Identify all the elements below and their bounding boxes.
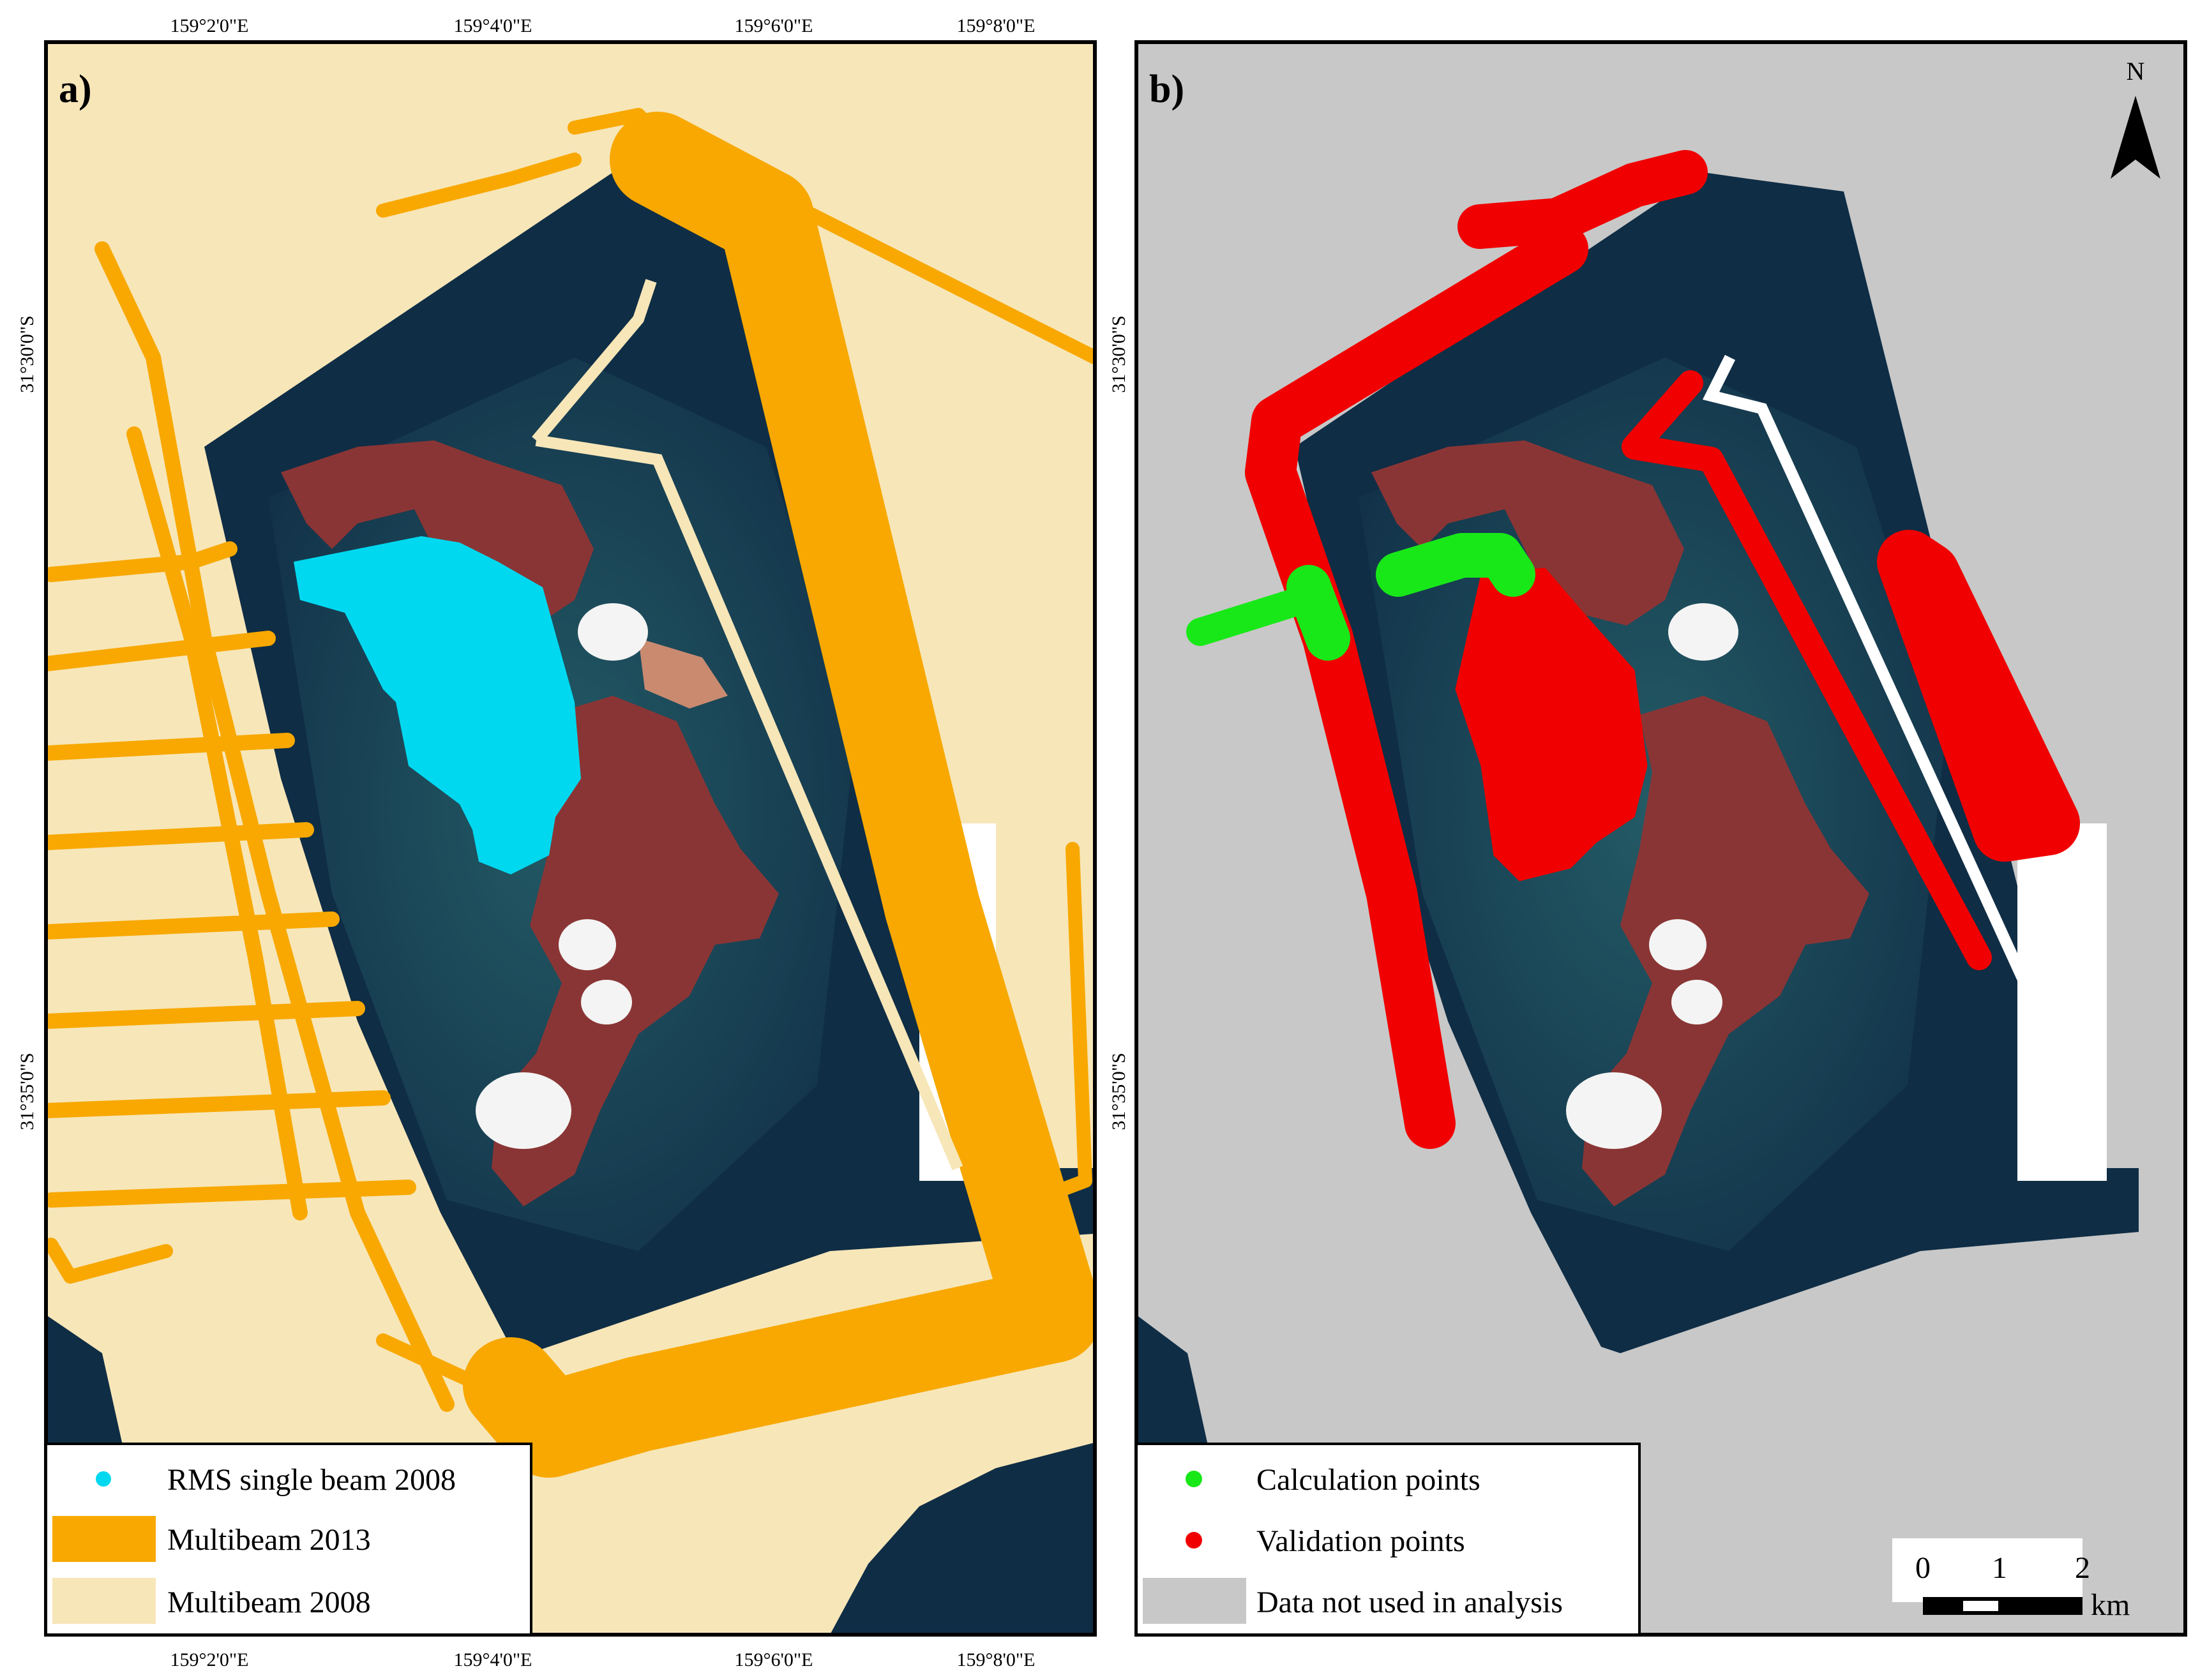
latitude-label: 31°35'0"S — [17, 1053, 38, 1130]
multibeam-2013-tracks — [46, 108, 1095, 1478]
scale-unit: km — [2091, 1588, 2130, 1622]
longitude-label: 159°6'0"E — [735, 1649, 813, 1670]
legend-label-multibeam-2013: Multibeam 2013 — [167, 1523, 371, 1557]
latitude-label: 31°30'0"S — [1108, 315, 1129, 393]
latitude-label: 31°30'0"S — [17, 315, 38, 393]
panel-a: a) RMS single beam 2008 Multibeam 2013 M… — [44, 40, 1097, 1637]
cloud-cover — [476, 603, 648, 1149]
panel-b-frame — [1134, 40, 2187, 1637]
scale-tick-label: 0 — [1915, 1551, 1931, 1585]
longitude-label: 159°4'0"E — [454, 1649, 532, 1670]
panel-a-label: a) — [59, 68, 92, 111]
legend-swatch-multibeam-2013 — [52, 1516, 156, 1562]
legend-swatch-single-beam — [96, 1471, 111, 1487]
deep-ocean-corner — [830, 1443, 1095, 1635]
legend-swatch-multibeam-2008 — [52, 1578, 156, 1624]
legend-label-multibeam-2008: Multibeam 2008 — [167, 1586, 371, 1619]
north-arrow-icon — [2111, 96, 2135, 179]
island-land — [281, 440, 779, 1206]
legend-swatch-calculation — [1186, 1471, 1202, 1487]
longitude-label: 159°2'0"E — [170, 15, 249, 36]
legend-label-single-beam: RMS single beam 2008 — [167, 1463, 456, 1497]
scale-tick-label: 1 — [1992, 1551, 2007, 1585]
panel-b-label: b) — [1149, 68, 1184, 111]
latitude-label: 31°35'0"S — [1108, 1053, 1129, 1130]
cloud-cover — [1566, 603, 1738, 1149]
longitude-label: 159°6'0"E — [735, 15, 813, 36]
unused-track — [1702, 354, 2074, 1169]
multibeam-2008-track — [532, 279, 963, 1171]
rms-single-beam-points — [294, 536, 581, 874]
longitude-label: 159°2'0"E — [170, 1649, 249, 1670]
legend-label-validation: Validation points — [1256, 1524, 1465, 1558]
graticule-labels: 159°2'0"E 159°4'0"E 159°6'0"E 159°8'0"E … — [17, 15, 1129, 1670]
legend-label-calculation: Calculation points — [1256, 1463, 1480, 1497]
north-arrow-label: N — [2127, 57, 2145, 86]
panel-a-frame — [44, 40, 1097, 1637]
island-land — [1371, 440, 1869, 1206]
legend-swatch-not-used — [1143, 1578, 1246, 1624]
validation-points — [1245, 150, 2080, 1149]
north-arrow: N — [2111, 57, 2160, 179]
calculation-points — [1186, 533, 1535, 661]
longitude-label: 159°8'0"E — [957, 15, 1036, 36]
scale-tick-label: 2 — [2075, 1551, 2090, 1585]
panel-b: b) N Calculation points Validation point… — [1134, 40, 2187, 1637]
longitude-label: 159°4'0"E — [454, 15, 532, 36]
legend-label-not-used: Data not used in analysis — [1256, 1586, 1563, 1619]
legend-panel-a: RMS single beam 2008 Multibeam 2013 Mult… — [45, 1443, 532, 1636]
legend-swatch-validation — [1186, 1532, 1202, 1549]
scale-bar: 0 1 2 km — [1892, 1538, 2130, 1622]
legend-panel-b: Calculation points Validation points Dat… — [1135, 1443, 1641, 1636]
longitude-label: 159°8'0"E — [957, 1649, 1036, 1670]
